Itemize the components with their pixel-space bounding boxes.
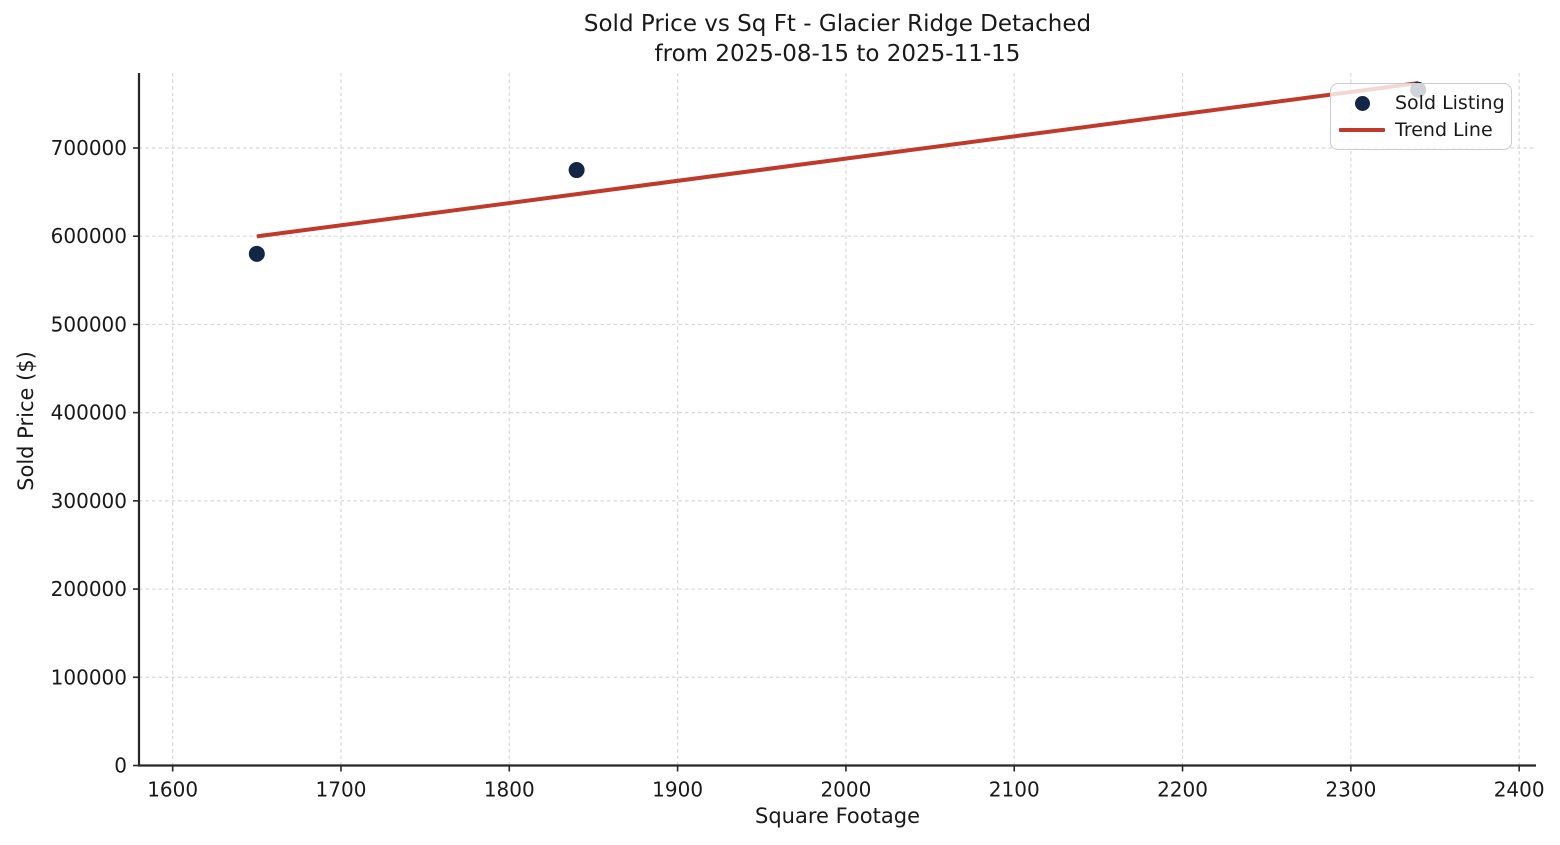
y-tick-label: 300000 (51, 489, 127, 513)
sold-listing-dot-icon (1354, 95, 1370, 111)
sold-listing-marker-wrap (1339, 95, 1385, 111)
chart-title: Sold Price vs Sq Ft - Glacier Ridge Deta… (139, 9, 1536, 69)
x-axis-label: Square Footage (755, 804, 920, 828)
y-tick-label: 700000 (51, 136, 127, 160)
data-point (568, 162, 585, 179)
trend-line-sample-icon (1339, 128, 1385, 132)
legend-item-sold-listing: Sold Listing (1339, 92, 1505, 114)
x-tick-label: 1900 (652, 778, 703, 802)
y-tick-label: 200000 (51, 577, 127, 601)
legend-label-trend-line: Trend Line (1395, 119, 1493, 141)
x-tick-label: 1700 (316, 778, 367, 802)
legend-item-trend-line: Trend Line (1339, 119, 1503, 141)
y-axis-label: Sold Price ($) (14, 351, 38, 491)
legend-label-sold-listing: Sold Listing (1395, 92, 1505, 114)
x-tick-label: 2400 (1494, 778, 1545, 802)
trend-line-marker-wrap (1339, 128, 1385, 132)
legend: Sold Listing Trend Line (1330, 83, 1512, 150)
data-point (248, 245, 265, 262)
x-tick-label: 1600 (147, 778, 198, 802)
y-tick-label: 600000 (51, 224, 127, 248)
x-tick-label: 2200 (1157, 778, 1208, 802)
y-tick-label: 0 (114, 754, 127, 778)
x-tick-label: 2300 (1325, 778, 1376, 802)
y-tick-label: 100000 (51, 665, 127, 689)
x-tick-label: 2000 (820, 778, 871, 802)
y-tick-label: 500000 (51, 312, 127, 336)
chart-title-line2: from 2025-08-15 to 2025-11-15 (654, 41, 1021, 67)
y-tick-label: 400000 (51, 401, 127, 425)
trend-line (256, 81, 1419, 239)
chart-title-line1: Sold Price vs Sq Ft - Glacier Ridge Deta… (583, 11, 1092, 37)
x-tick-label: 1800 (484, 778, 535, 802)
x-tick-label: 2100 (989, 778, 1040, 802)
